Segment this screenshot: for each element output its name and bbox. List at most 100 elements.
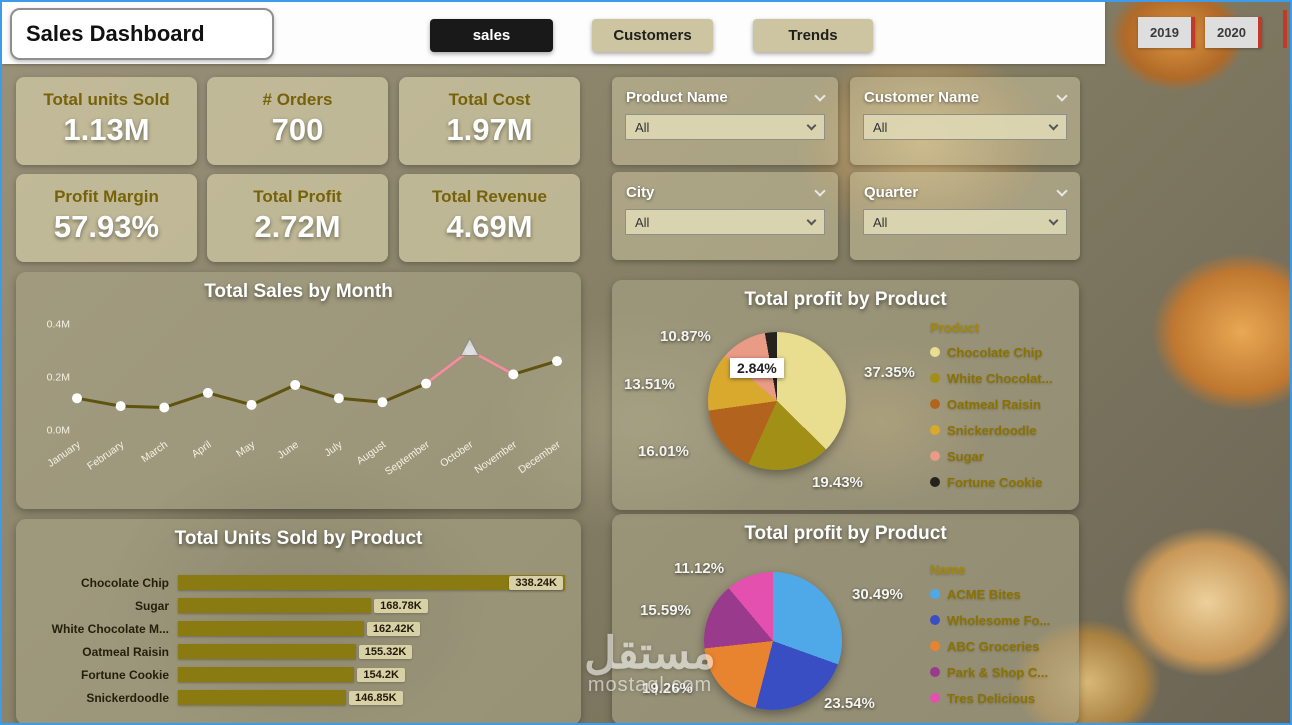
bar-row[interactable]: Oatmeal Raisin 155.32K — [26, 644, 565, 659]
legend-label: Wholesome Fo... — [947, 612, 1051, 628]
legend-item[interactable]: Chocolate Chip — [930, 344, 1080, 360]
bar-row[interactable]: Sugar 168.78K — [26, 598, 565, 613]
chevron-down-icon — [1056, 89, 1068, 102]
bar-row[interactable]: Fortune Cookie 154.2K — [26, 667, 565, 682]
customer-pie-legend: Name ACME Bites Wholesome Fo... ABC Groc… — [930, 562, 1080, 716]
filter-value: All — [873, 119, 888, 135]
kpi-total-profit[interactable]: Total Profit 2.72M — [207, 174, 388, 262]
legend-label: Tres Delicious — [947, 690, 1036, 706]
kpi-orders[interactable]: # Orders 700 — [207, 77, 388, 165]
bar-category-label: White Chocolate M... — [51, 621, 169, 636]
bar-fill[interactable] — [178, 598, 372, 613]
customer-pie-chart[interactable] — [704, 572, 842, 710]
pie-pct-abc-groceries: 19.26% — [642, 680, 693, 697]
bar-row[interactable]: Chocolate Chip 338.24K — [26, 575, 565, 590]
legend-item[interactable]: ABC Groceries — [930, 638, 1080, 654]
svg-text:January: January — [45, 438, 83, 470]
svg-text:0.2M: 0.2M — [47, 372, 70, 384]
tab-trends[interactable]: Trends — [753, 19, 873, 52]
product-pie-legend: Product Chocolate Chip White Chocolat...… — [930, 320, 1080, 500]
chevron-down-icon — [1048, 215, 1059, 225]
bar-fill[interactable] — [178, 621, 364, 636]
pie-pct-acme-bites: 30.49% — [852, 586, 903, 603]
bar-track: 338.24K — [178, 575, 565, 590]
bar-value-label: 338.24K — [509, 575, 563, 590]
svg-text:August: August — [355, 439, 389, 468]
tab-sales[interactable]: sales — [430, 19, 553, 52]
legend-item[interactable]: Sugar — [930, 448, 1080, 464]
chevron-down-icon — [806, 120, 817, 130]
svg-text:March: March — [139, 439, 170, 466]
product-pie-title: Total profit by Product — [744, 289, 947, 310]
kpi-total-cost[interactable]: Total Cost 1.97M — [399, 77, 580, 165]
bar-chart: Chocolate Chip 338.24K Sugar 168.78K White C… — [26, 575, 565, 713]
legend-item[interactable]: White Chocolat... — [930, 370, 1080, 386]
kpi-label: Total Cost — [448, 90, 531, 109]
chevron-down-icon — [814, 184, 826, 197]
bar-category-label: Sugar — [134, 598, 169, 613]
svg-text:October: October — [438, 438, 476, 470]
kpi-total-revenue[interactable]: Total Revenue 4.69M — [399, 174, 580, 262]
filter-dropdown[interactable]: All — [625, 209, 825, 235]
line-chart-panel: Total Sales by Month 0.0M 0.2M 0.4M January… — [16, 272, 581, 509]
bar-category-label: Fortune Cookie — [80, 667, 169, 682]
legend-item[interactable]: Tres Delicious — [930, 690, 1080, 706]
bar-value-label: 154.2K — [357, 667, 405, 682]
legend-dot — [930, 693, 940, 703]
svg-text:September: September — [383, 438, 432, 478]
legend-label: Snickerdoodle — [947, 422, 1037, 438]
legend-label: Chocolate Chip — [947, 344, 1043, 360]
pie-pct-white-chocolate: 19.43% — [812, 474, 863, 491]
kpi-value: 2.72M — [254, 209, 341, 244]
kpi-label: Total Profit — [253, 187, 342, 206]
bar-category-label: Snickerdoodle — [86, 690, 169, 705]
legend-label: White Chocolat... — [947, 370, 1053, 386]
filter-header[interactable]: Quarter — [850, 172, 1080, 209]
legend-dot — [930, 641, 940, 651]
svg-text:0.4M: 0.4M — [47, 319, 70, 331]
kpi-profit-margin[interactable]: Profit Margin 57.93% — [16, 174, 197, 262]
bar-category-label: Chocolate Chip — [80, 575, 169, 590]
bar-fill[interactable] — [178, 690, 347, 705]
filter-header[interactable]: Product Name — [612, 77, 838, 114]
legend-item[interactable]: ACME Bites — [930, 586, 1080, 602]
pie-pct-snickerdoodle: 13.51% — [624, 376, 675, 393]
bar-row[interactable]: White Chocolate M... 162.42K — [26, 621, 565, 636]
legend-item[interactable]: Snickerdoodle — [930, 422, 1080, 438]
bar-row[interactable]: Snickerdoodle 146.85K — [26, 690, 565, 705]
legend-dot — [930, 451, 940, 461]
svg-text:June: June — [275, 439, 301, 462]
customer-pie-title: Total profit by Product — [744, 523, 947, 544]
product-pie-chart[interactable] — [708, 332, 846, 470]
kpi-total-units-sold[interactable]: Total units Sold 1.13M — [16, 77, 197, 165]
legend-item[interactable]: Fortune Cookie — [930, 474, 1080, 490]
filter-header[interactable]: Customer Name — [850, 77, 1080, 114]
filter-dropdown[interactable]: All — [863, 114, 1067, 140]
chevron-down-icon — [1048, 120, 1059, 130]
year-2019-button[interactable]: 2019 — [1138, 17, 1195, 48]
filter-dropdown[interactable]: All — [625, 114, 825, 140]
line-chart[interactable]: 0.0M 0.2M 0.4M January February March April May… — [32, 310, 567, 482]
pie-pct-chocolate-chip: 37.35% — [864, 364, 915, 381]
pie-pct-wholesome: 23.54% — [824, 695, 875, 712]
bar-value-label: 168.78K — [374, 598, 428, 613]
kpi-value: 1.97M — [446, 112, 533, 147]
bar-fill[interactable] — [178, 644, 356, 659]
legend-item[interactable]: Oatmeal Raisin — [930, 396, 1080, 412]
legend-item[interactable]: Wholesome Fo... — [930, 612, 1080, 628]
legend-label: Oatmeal Raisin — [947, 396, 1041, 412]
filter-value: All — [635, 119, 650, 135]
tab-customers[interactable]: Customers — [592, 19, 713, 52]
legend-dot — [930, 399, 940, 409]
svg-text:April: April — [190, 439, 214, 461]
pie-pct-tres-delicious: 11.12% — [674, 560, 725, 577]
year-2020-button[interactable]: 2020 — [1205, 17, 1262, 48]
legend-dot — [930, 347, 940, 357]
filter-dropdown[interactable]: All — [863, 209, 1067, 235]
svg-text:July: July — [322, 438, 345, 459]
filter-header[interactable]: City — [612, 172, 838, 209]
bar-fill[interactable]: 338.24K — [178, 575, 565, 590]
bar-fill[interactable] — [178, 667, 355, 682]
legend-item[interactable]: Park & Shop C... — [930, 664, 1080, 680]
